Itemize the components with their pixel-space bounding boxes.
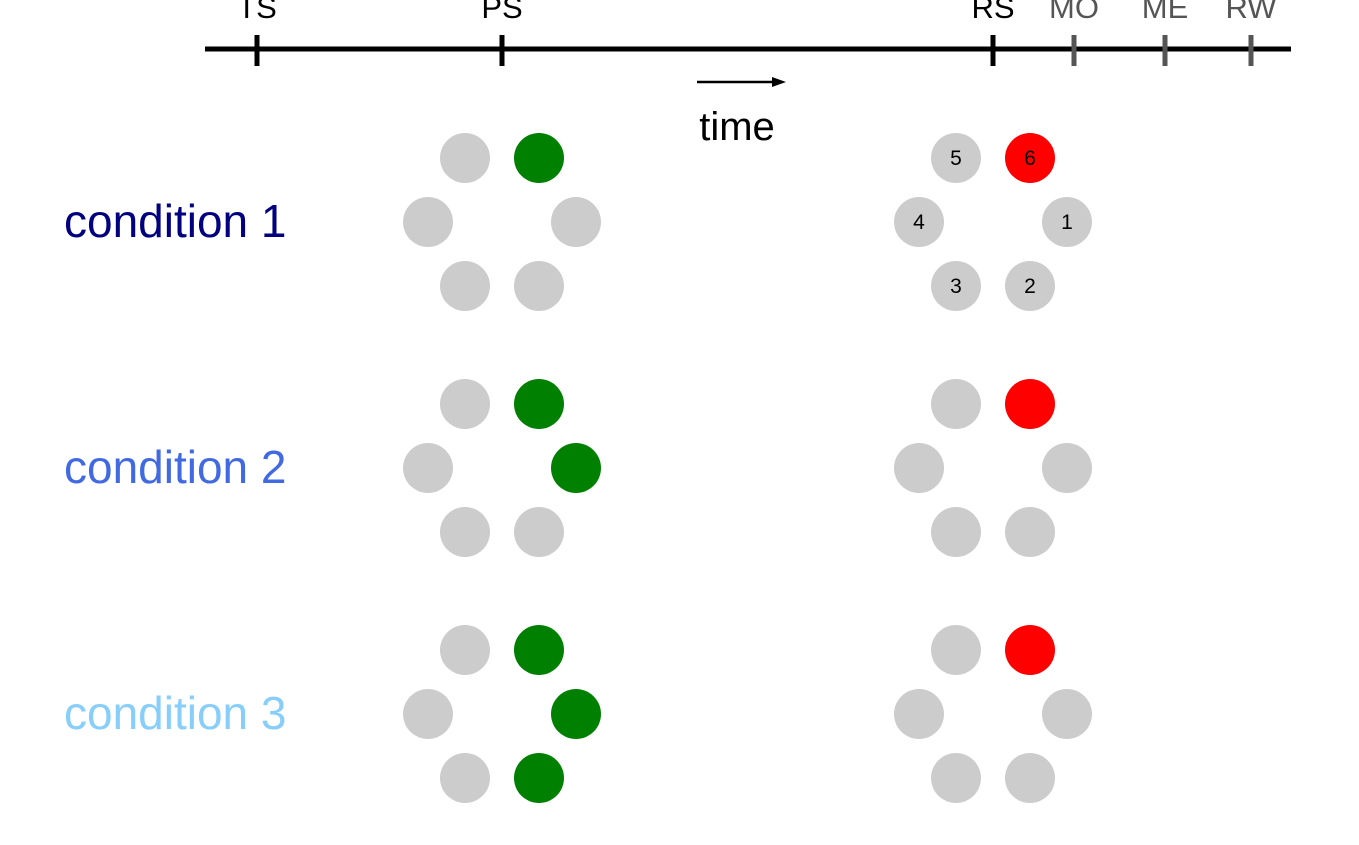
preparatory-target-3 xyxy=(440,753,490,803)
response-target-5 xyxy=(931,379,981,429)
time-arrow: time xyxy=(697,77,786,149)
response-target-2 xyxy=(1005,261,1055,311)
timeline-label-ps: PS xyxy=(481,0,522,25)
response-target-3 xyxy=(931,753,981,803)
condition-label: condition 1 xyxy=(64,195,287,247)
response-target-2 xyxy=(1005,507,1055,557)
preparatory-target-4 xyxy=(403,689,453,739)
response-target-ring xyxy=(894,379,1092,557)
response-target-ring: 1 2 3 4 5 6 xyxy=(894,133,1092,311)
response-target-1 xyxy=(1042,197,1092,247)
response-target-ring xyxy=(894,625,1092,803)
preparatory-target-3 xyxy=(440,261,490,311)
preparatory-target-1 xyxy=(551,443,601,493)
condition-3: condition 3 xyxy=(64,625,1092,803)
timeline-label-rw: RW xyxy=(1225,0,1277,25)
preparatory-target-2 xyxy=(514,261,564,311)
preparatory-target-1 xyxy=(551,197,601,247)
preparatory-target-6 xyxy=(514,133,564,183)
timeline-label-mo: MO xyxy=(1049,0,1099,25)
preparatory-target-6 xyxy=(514,625,564,675)
response-target-4 xyxy=(894,689,944,739)
preparatory-target-ring xyxy=(403,133,601,311)
target-number-label: 1 xyxy=(1061,211,1073,234)
preparatory-target-4 xyxy=(403,443,453,493)
response-target-5 xyxy=(931,625,981,675)
response-target-6 xyxy=(1005,625,1055,675)
timeline-label-me: ME xyxy=(1142,0,1189,25)
condition-1: condition 1 1 2 3 4 5 6 xyxy=(64,133,1092,311)
preparatory-target-5 xyxy=(440,133,490,183)
response-target-5 xyxy=(931,133,981,183)
response-target-2 xyxy=(1005,753,1055,803)
condition-2: condition 2 xyxy=(64,379,1092,557)
response-target-1 xyxy=(1042,689,1092,739)
preparatory-target-5 xyxy=(440,379,490,429)
time-arrow-head xyxy=(772,77,786,87)
timeline-label-rs: RS xyxy=(971,0,1014,25)
conditions: condition 1 1 2 3 4 5 6 condition 2 condition 3 xyxy=(64,133,1092,803)
response-target-6 xyxy=(1005,133,1055,183)
response-target-6 xyxy=(1005,379,1055,429)
response-target-4 xyxy=(894,197,944,247)
target-number-label: 2 xyxy=(1024,275,1036,298)
target-number-label: 4 xyxy=(913,211,925,234)
target-number-label: 6 xyxy=(1024,147,1036,170)
condition-label: condition 3 xyxy=(64,687,287,739)
preparatory-target-2 xyxy=(514,507,564,557)
time-axis-label: time xyxy=(699,105,775,149)
timeline: TS PS RS MO ME RW xyxy=(205,0,1291,66)
preparatory-target-3 xyxy=(440,507,490,557)
target-number-label: 3 xyxy=(950,275,962,298)
response-target-4 xyxy=(894,443,944,493)
timeline-label-ts: TS xyxy=(237,0,277,25)
response-target-1 xyxy=(1042,443,1092,493)
condition-label: condition 2 xyxy=(64,441,287,493)
preparatory-target-ring xyxy=(403,379,601,557)
preparatory-target-5 xyxy=(440,625,490,675)
preparatory-target-2 xyxy=(514,753,564,803)
preparatory-target-ring xyxy=(403,625,601,803)
response-target-3 xyxy=(931,507,981,557)
response-target-3 xyxy=(931,261,981,311)
preparatory-target-1 xyxy=(551,689,601,739)
preparatory-target-4 xyxy=(403,197,453,247)
preparatory-target-6 xyxy=(514,379,564,429)
target-number-label: 5 xyxy=(950,147,962,170)
